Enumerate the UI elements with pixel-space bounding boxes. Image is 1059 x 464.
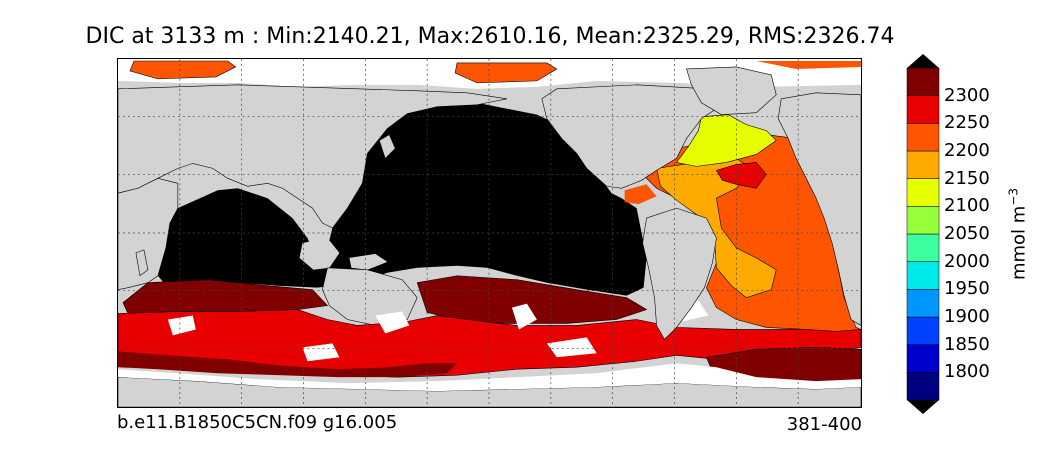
- map-panel: [117, 58, 862, 408]
- colorbar-extend-max: [907, 54, 939, 68]
- colorbar-tick-label: 2000: [944, 250, 990, 272]
- colorbar-boxes: [906, 54, 940, 414]
- colorbar-tick-label: 1950: [944, 278, 990, 300]
- arctic-dic-patch: [129, 60, 237, 80]
- colorbar: [906, 54, 940, 414]
- maritime-continent-land: [299, 237, 340, 270]
- southern-missing-patch-5: [302, 343, 340, 362]
- colorbar-level-7: [906, 178, 940, 207]
- units-label: mmol m−3: [1007, 188, 1030, 280]
- southern-missing-patch-3: [511, 303, 537, 330]
- colorbar-tick-label: 2250: [944, 112, 990, 134]
- colorbar-extend-min: [907, 400, 939, 414]
- arctic-dic-patch-3: [756, 60, 861, 69]
- colorbar-level-8: [906, 150, 940, 179]
- colorbar-tick-label: 1800: [944, 361, 990, 383]
- units-base: mmol m: [1008, 205, 1030, 281]
- chart-title: DIC at 3133 m : Min:2140.21, Max:2610.16…: [85, 24, 895, 49]
- new-guinea-land: [349, 253, 388, 270]
- colorbar-tick-label: 2050: [944, 223, 990, 244]
- colorbar-level-9: [906, 123, 940, 152]
- colorbar-level-4: [906, 261, 940, 290]
- colorbar-level-6: [906, 206, 940, 235]
- graticule: [118, 59, 861, 407]
- southern-missing-patch-2: [375, 311, 410, 334]
- colorbar-level-11: [906, 67, 940, 96]
- madagascar-land: [135, 249, 149, 277]
- colorbar-level-0: [906, 372, 940, 401]
- south-america-land: [642, 207, 717, 340]
- colorbar-tick-label: 2100: [944, 195, 990, 217]
- colorbar-level-10: [906, 95, 940, 124]
- atlantic-dark-red-subregion: [715, 162, 767, 189]
- dic-map: [118, 59, 861, 407]
- colorbar-tick-label: 2200: [944, 140, 990, 161]
- greenland-land: [686, 66, 777, 115]
- case-label: b.e11.B1850C5CN.f09 g16.005: [117, 412, 398, 433]
- southern-missing-patch-1: [167, 315, 196, 336]
- colorbar-tick-label: 2300: [944, 84, 990, 106]
- japan-land: [378, 134, 396, 159]
- europe-africa-land: [777, 92, 861, 326]
- southern-ocean-dark-red-lower: [118, 351, 458, 378]
- atlantic-yellow-region: [675, 114, 777, 167]
- eurasia-land: [118, 84, 508, 229]
- colorbar-tick-label: 1900: [944, 306, 990, 327]
- units-exponent: −3: [1006, 187, 1021, 206]
- pacific-indian-below-range: [157, 102, 647, 296]
- southern-missing-patch-4: [546, 337, 597, 358]
- years-label: 381-400: [786, 414, 862, 435]
- arctic-dic-patch-2: [454, 62, 558, 84]
- colorbar-level-5: [906, 233, 940, 262]
- colorbar-tick-label: 2150: [944, 167, 990, 189]
- africa-west-land: [118, 177, 179, 290]
- colorbar-level-2: [906, 316, 940, 345]
- colorbar-level-3: [906, 289, 940, 318]
- colorbar-level-1: [906, 344, 940, 373]
- caribbean-orange-patch: [624, 184, 657, 205]
- colorbar-tick-label: 1850: [944, 333, 990, 355]
